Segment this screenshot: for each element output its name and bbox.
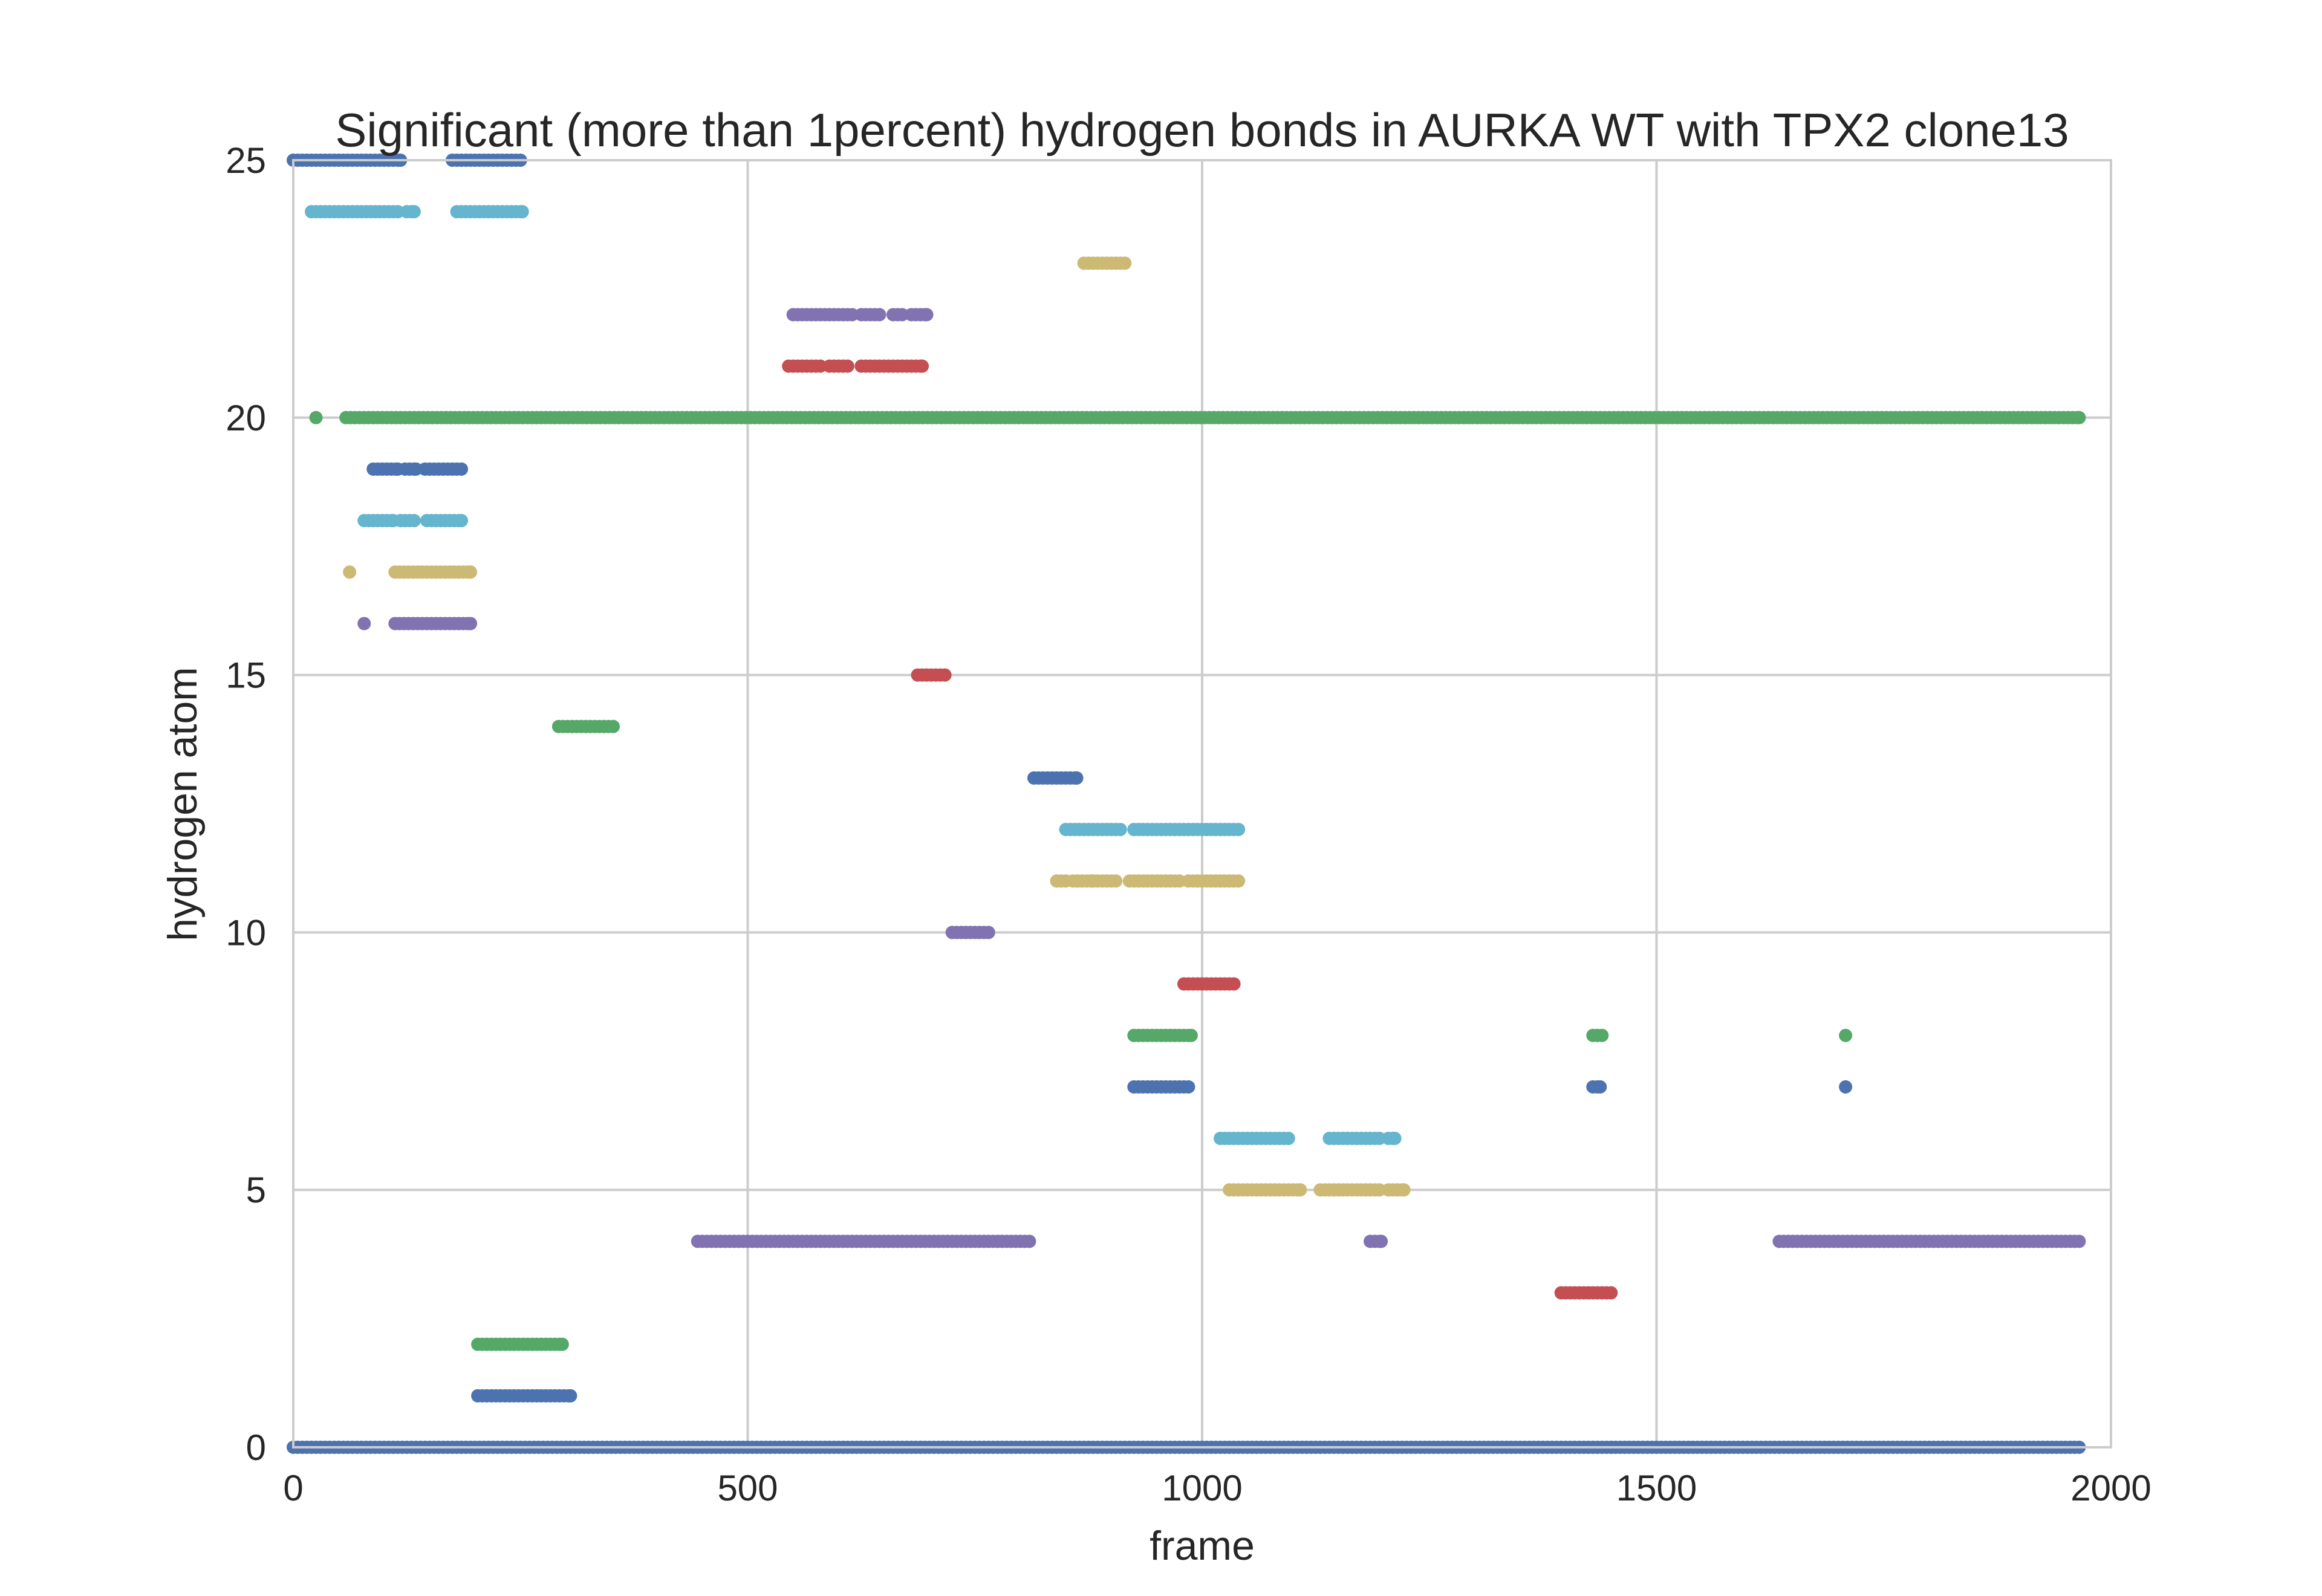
series-hydrogen-atom-18 xyxy=(357,514,469,528)
data-point xyxy=(464,565,478,579)
y-axis-label: hydrogen atom xyxy=(160,667,206,941)
data-point xyxy=(1373,1132,1387,1146)
data-point xyxy=(1232,874,1246,888)
data-point xyxy=(1232,823,1246,837)
data-point xyxy=(1118,256,1132,270)
series-hydrogen-atom-17 xyxy=(343,565,478,579)
data-point xyxy=(1070,771,1084,785)
chart-title: Significant (more than 1percent) hydroge… xyxy=(335,103,2069,157)
y-tick-label: 10 xyxy=(226,912,266,953)
x-tick-label: 1500 xyxy=(1616,1468,1697,1508)
series-hydrogen-atom-4 xyxy=(691,1234,2086,1248)
series-hydrogen-atom-12 xyxy=(1059,823,1246,837)
data-point xyxy=(407,205,421,219)
data-point xyxy=(464,617,478,631)
series-hydrogen-atom-3 xyxy=(1554,1286,1618,1300)
series-hydrogen-atom-16 xyxy=(357,617,478,631)
x-tick-labels: 0 500 1000 1500 2000 xyxy=(283,1468,2151,1508)
series-hydrogen-atom-20 xyxy=(309,410,2086,424)
data-point xyxy=(1172,874,1186,888)
series-hydrogen-atom-2 xyxy=(471,1337,569,1351)
data-point xyxy=(873,308,886,322)
data-point xyxy=(1397,1183,1411,1197)
x-tick-label: 2000 xyxy=(2070,1468,2151,1508)
series-hydrogen-atom-6 xyxy=(1214,1132,1402,1146)
data-point xyxy=(1023,1234,1036,1248)
y-tick-label: 5 xyxy=(246,1170,266,1210)
data-point xyxy=(1109,874,1123,888)
data-point xyxy=(896,308,909,322)
data-point xyxy=(1593,1080,1607,1094)
series-hydrogen-atom-22 xyxy=(786,308,934,322)
data-point xyxy=(1595,1028,1609,1042)
series-hydrogen-atom-14 xyxy=(551,719,620,733)
series-hydrogen-atom-21 xyxy=(782,359,929,373)
data-point xyxy=(841,359,854,373)
series-hydrogen-atom-24 xyxy=(305,205,529,219)
data-point xyxy=(938,668,952,682)
series-hydrogen-atom-8 xyxy=(1127,1028,1853,1042)
data-point xyxy=(2072,1234,2086,1248)
data-point xyxy=(2072,410,2086,424)
data-point xyxy=(343,565,357,579)
data-point xyxy=(309,410,323,424)
data-point xyxy=(1113,823,1127,837)
data-point xyxy=(1374,1234,1388,1248)
y-tick-labels: 0 5 10 15 20 25 xyxy=(226,140,266,1468)
data-point xyxy=(1182,1080,1195,1094)
data-point xyxy=(981,926,995,939)
data-point xyxy=(357,617,371,631)
data-point xyxy=(455,514,469,528)
data-point xyxy=(920,308,934,322)
series-hydrogen-atom-19 xyxy=(366,462,469,476)
data-point xyxy=(1388,1132,1402,1146)
series-hydrogen-atom-11 xyxy=(1050,874,1246,888)
data-point xyxy=(515,205,529,219)
data-point xyxy=(409,462,423,476)
data-point xyxy=(407,514,421,528)
series-hydrogen-atom-15 xyxy=(911,668,952,682)
data-point xyxy=(455,462,469,476)
data-point xyxy=(1839,1028,1853,1042)
x-axis-label: frame xyxy=(1150,1523,1255,1569)
data-point xyxy=(1373,1183,1387,1197)
data-point xyxy=(1184,1028,1198,1042)
y-tick-label: 15 xyxy=(226,655,266,696)
series-hydrogen-atom-23 xyxy=(1077,256,1132,270)
x-tick-label: 500 xyxy=(717,1468,778,1508)
series-hydrogen-atom-10 xyxy=(945,926,995,939)
y-tick-label: 20 xyxy=(226,398,266,438)
data-point xyxy=(564,1389,577,1403)
data-point xyxy=(391,205,405,219)
series-hydrogen-atom-9 xyxy=(1177,977,1241,991)
data-point xyxy=(845,308,859,322)
data-point xyxy=(1227,977,1241,991)
y-tick-label: 0 xyxy=(246,1427,266,1468)
data-point xyxy=(1839,1080,1853,1094)
series-hydrogen-atom-5 xyxy=(1223,1183,1411,1197)
plot-frame xyxy=(292,159,2112,1448)
data-point xyxy=(555,1337,569,1351)
series-hydrogen-atom-7 xyxy=(1127,1080,1853,1094)
data-point xyxy=(813,359,827,373)
series-hydrogen-atom-13 xyxy=(1027,771,1084,785)
data-point xyxy=(1293,1183,1307,1197)
data-point xyxy=(1604,1286,1618,1300)
y-tick-label: 25 xyxy=(226,140,266,181)
data-point xyxy=(915,359,929,373)
x-tick-label: 0 xyxy=(283,1468,303,1508)
series-hydrogen-atom-1 xyxy=(471,1389,577,1403)
data-point xyxy=(607,719,620,733)
x-tick-label: 1000 xyxy=(1162,1468,1242,1508)
data-point xyxy=(1281,1132,1295,1146)
